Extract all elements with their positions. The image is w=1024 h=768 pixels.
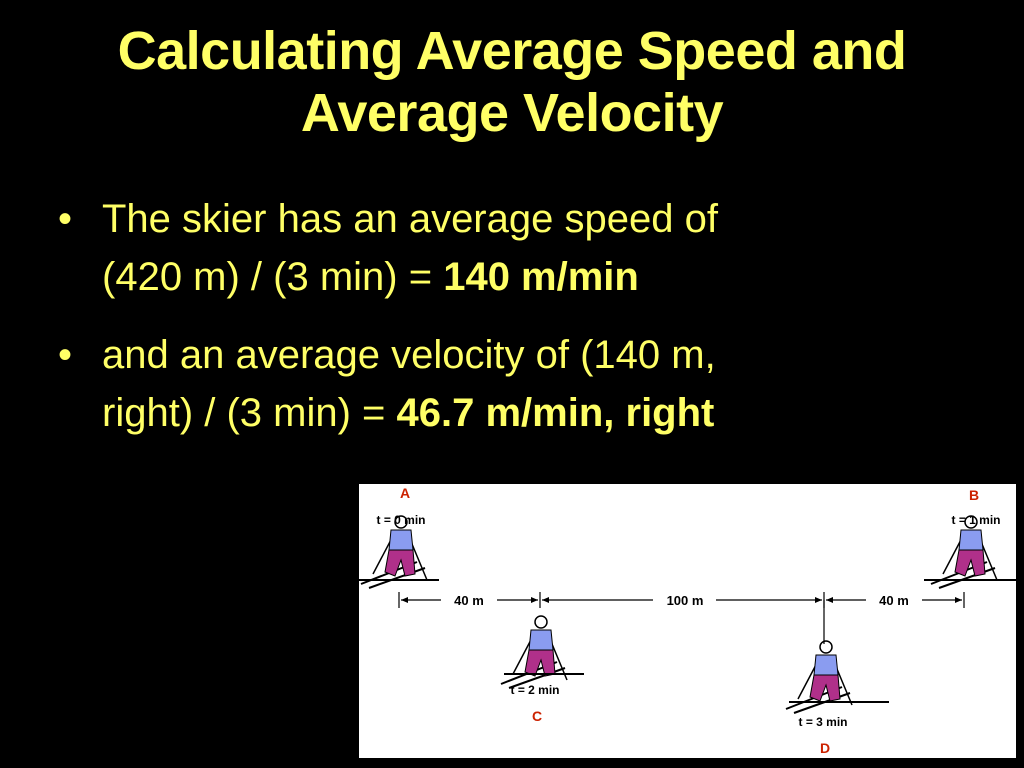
bullet-2-line-2: right) / (3 min) = 46.7 m/min, right (102, 384, 958, 442)
bullet-2-line-1: and an average velocity of (140 m, (102, 333, 716, 377)
bullet-dot: • (58, 197, 73, 241)
slide-title: Calculating Average Speed and Average Ve… (0, 20, 1024, 144)
bullet-1-line-2: (420 m) / (3 min) = 140 m/min (102, 248, 958, 306)
point-c-time: t = 2 min (510, 683, 559, 697)
point-d-letter: D (820, 740, 830, 756)
bullet-list: • The skier has an average speed of (420… (58, 190, 958, 462)
point-a-time: t = 0 min (376, 513, 425, 527)
bullet-1-result: 140 m/min (443, 255, 639, 299)
title-line-2: Average Velocity (300, 83, 724, 143)
skier-diagram-svg: 40 m 100 m 40 m A t = 0 min B t = 1 min … (359, 485, 1016, 756)
bullet-2-formula: right) / (3 min) = (102, 391, 397, 435)
point-c-letter: C (532, 708, 542, 724)
distance-label-3: 40 m (879, 593, 909, 608)
distance-label-1: 40 m (454, 593, 484, 608)
bullet-average-speed: • The skier has an average speed of (420… (58, 190, 958, 306)
point-d-time: t = 3 min (798, 715, 847, 729)
title-line-1: Calculating Average Speed and (117, 21, 907, 81)
point-a-letter: A (400, 485, 410, 501)
point-b-time: t = 1 min (951, 513, 1000, 527)
skier-diagram: 40 m 100 m 40 m A t = 0 min B t = 1 min … (359, 484, 1016, 758)
bullet-1-line-1: The skier has an average speed of (102, 197, 718, 241)
bullet-average-velocity: • and an average velocity of (140 m, rig… (58, 326, 958, 442)
skier-c (500, 615, 568, 689)
point-b-letter: B (969, 487, 979, 503)
bullet-dot: • (58, 333, 73, 377)
distance-label-2: 100 m (667, 593, 704, 608)
distance-line (398, 592, 965, 608)
bullet-1-formula: (420 m) / (3 min) = (102, 255, 444, 299)
bullet-2-result: 46.7 m/min, right (396, 391, 715, 435)
